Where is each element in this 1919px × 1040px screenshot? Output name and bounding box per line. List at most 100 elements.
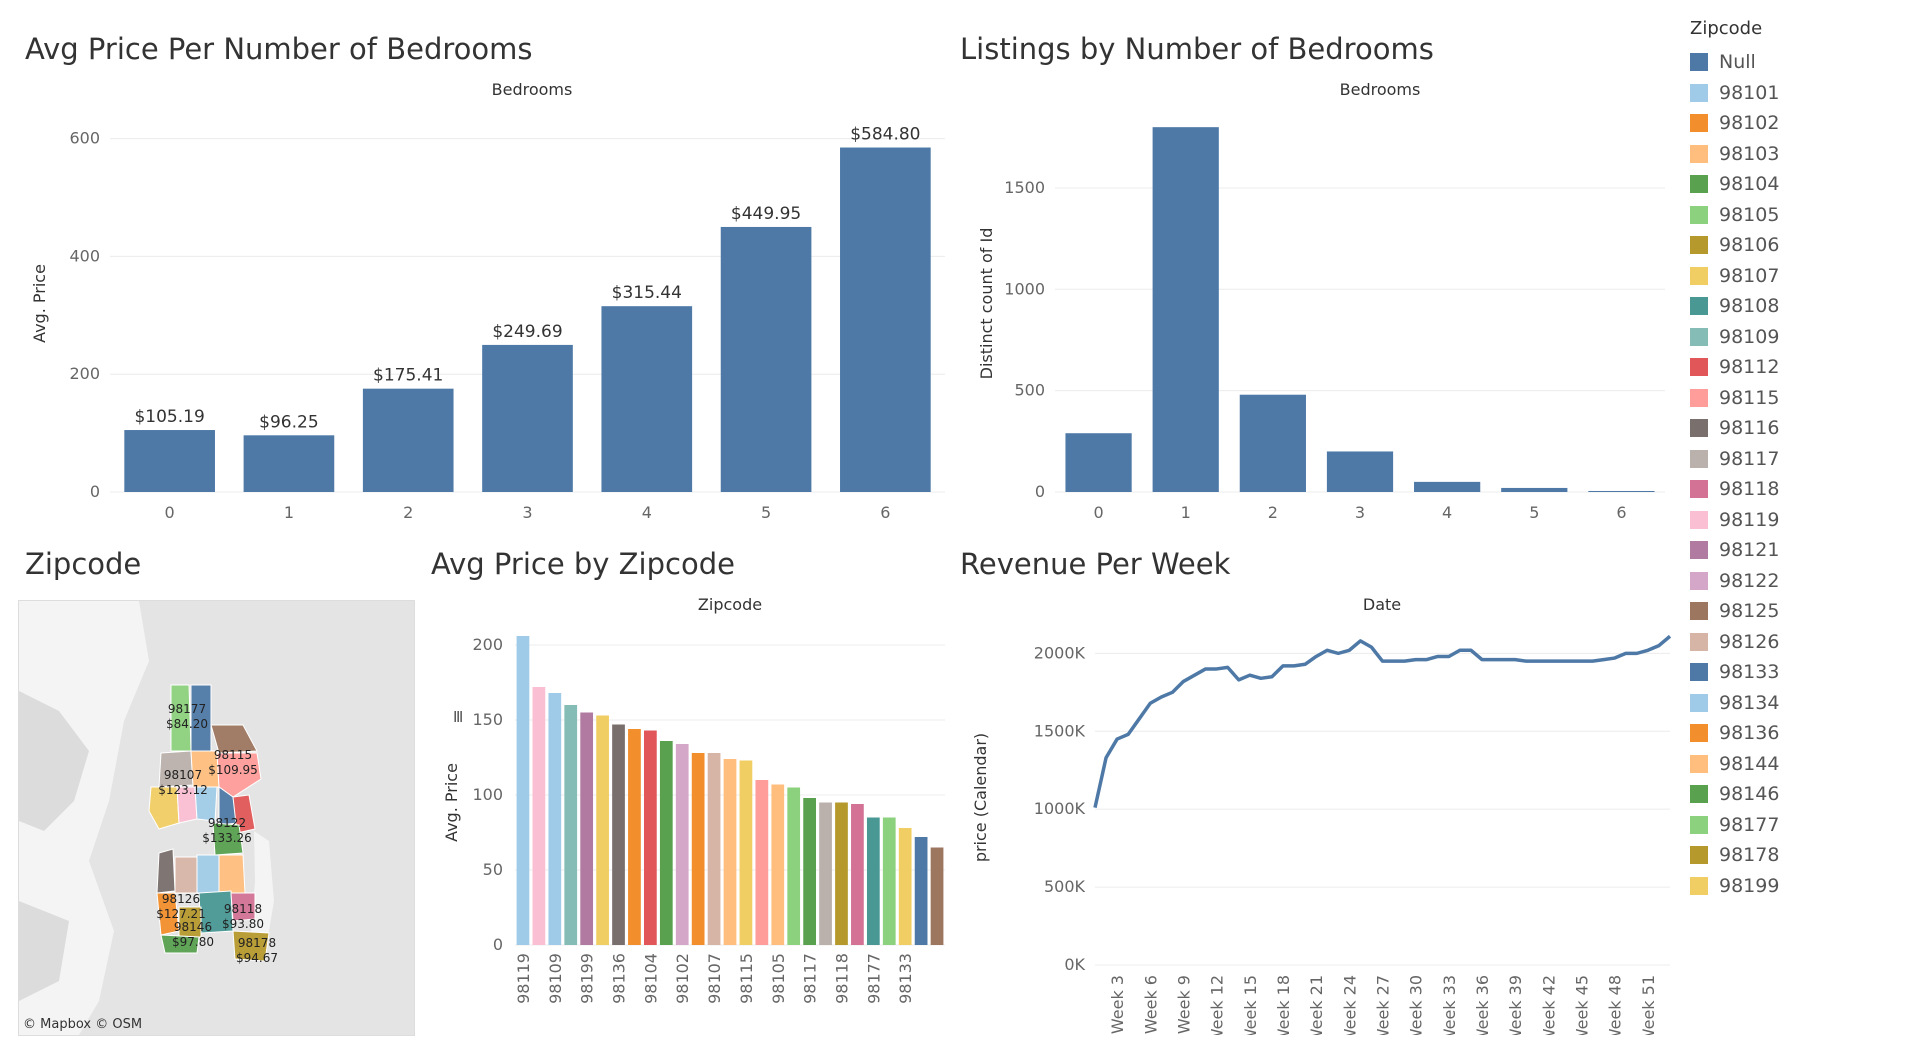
legend-item[interactable]: 98121 xyxy=(1690,535,1910,566)
y-tick-label: 0 xyxy=(493,935,503,954)
y-tick-label: 150 xyxy=(472,710,503,729)
legend-item[interactable]: 98101 xyxy=(1690,78,1910,109)
zipcode-region[interactable] xyxy=(157,849,175,893)
legend-item[interactable]: 98116 xyxy=(1690,413,1910,444)
bar[interactable] xyxy=(883,818,896,946)
bar[interactable] xyxy=(548,693,561,945)
legend-item[interactable]: 98102 xyxy=(1690,108,1910,139)
legend-item[interactable]: Null xyxy=(1690,47,1910,78)
legend-item[interactable]: 98125 xyxy=(1690,596,1910,627)
legend-item[interactable]: 98104 xyxy=(1690,169,1910,200)
chart-avg-price-by-bedrooms[interactable]: Bedrooms 0 200 400 600 Avg. Price 0 $105.19 1 $96… xyxy=(0,80,950,540)
bar[interactable] xyxy=(1065,433,1131,492)
bar[interactable] xyxy=(124,430,215,492)
x-tick-label: 98104 xyxy=(641,953,660,1004)
x-tick-label: 3 xyxy=(522,503,532,522)
bar[interactable] xyxy=(363,389,454,492)
title-listings-bedrooms: Listings by Number of Bedrooms xyxy=(960,32,1434,66)
legend-swatch xyxy=(1690,816,1708,834)
legend-item[interactable]: 98107 xyxy=(1690,261,1910,292)
bar[interactable] xyxy=(644,731,657,946)
legend-label: 98115 xyxy=(1719,387,1779,409)
bar[interactable] xyxy=(819,803,832,946)
bar[interactable] xyxy=(676,744,689,945)
bar[interactable] xyxy=(1327,451,1393,492)
bar[interactable] xyxy=(803,798,816,945)
zipcode-region[interactable] xyxy=(197,855,219,893)
legend-item[interactable]: 98199 xyxy=(1690,871,1910,902)
legend-item[interactable]: 98118 xyxy=(1690,474,1910,505)
bar[interactable] xyxy=(1588,491,1654,492)
y-axis-label: Avg. Price xyxy=(442,763,461,842)
bar[interactable] xyxy=(601,306,692,492)
legend-item[interactable]: 98105 xyxy=(1690,200,1910,231)
bar[interactable] xyxy=(708,753,721,945)
legend-item[interactable]: 98112 xyxy=(1690,352,1910,383)
legend-item[interactable]: 98108 xyxy=(1690,291,1910,322)
bar[interactable] xyxy=(692,753,705,945)
bar[interactable] xyxy=(596,716,609,946)
chart-listings-by-bedrooms[interactable]: Bedrooms 0 500 1000 1500 Distinct count of Id… xyxy=(950,80,1670,540)
legend-item[interactable]: 98126 xyxy=(1690,627,1910,658)
bar[interactable] xyxy=(564,705,577,945)
bar[interactable] xyxy=(517,636,530,945)
legend-item[interactable]: 98106 xyxy=(1690,230,1910,261)
x-tick-label: Week 18 xyxy=(1274,975,1293,1035)
bar[interactable] xyxy=(851,804,864,945)
bar[interactable] xyxy=(755,780,768,945)
series-line[interactable] xyxy=(1095,636,1670,807)
bar[interactable] xyxy=(931,848,944,946)
legend-item[interactable]: 98117 xyxy=(1690,444,1910,475)
bar[interactable] xyxy=(771,785,784,946)
x-tick-label: 98136 xyxy=(610,953,629,1004)
bar[interactable] xyxy=(533,687,546,945)
bar[interactable] xyxy=(835,803,848,946)
legend-item[interactable]: 98136 xyxy=(1690,718,1910,749)
legend-item[interactable]: 98115 xyxy=(1690,383,1910,414)
legend-swatch xyxy=(1690,114,1708,132)
legend-item[interactable]: 98177 xyxy=(1690,810,1910,841)
bar[interactable] xyxy=(1501,488,1567,492)
x-tick-label: Week 30 xyxy=(1407,975,1426,1035)
y-tick-label: 1000 xyxy=(1004,279,1045,298)
legend-item[interactable]: 98109 xyxy=(1690,322,1910,353)
legend-item[interactable]: 98119 xyxy=(1690,505,1910,536)
legend-item[interactable]: 98144 xyxy=(1690,749,1910,780)
zipcode-region[interactable] xyxy=(219,855,245,893)
bar[interactable] xyxy=(787,788,800,946)
legend-item[interactable]: 98146 xyxy=(1690,779,1910,810)
bar[interactable] xyxy=(915,837,928,945)
bar[interactable] xyxy=(612,725,625,946)
bar[interactable] xyxy=(1153,127,1219,492)
bar[interactable] xyxy=(628,729,641,945)
bar[interactable] xyxy=(660,741,673,945)
bar[interactable] xyxy=(1414,482,1480,492)
bar[interactable] xyxy=(724,759,737,945)
chart-revenue-per-week[interactable]: Date 0K 500K 1000K 1500K 2000K price (Calendar… xyxy=(950,595,1680,1035)
legend-item[interactable]: 98134 xyxy=(1690,688,1910,719)
legend-label: 98107 xyxy=(1719,265,1779,287)
x-tick-label: 2 xyxy=(403,503,413,522)
chart-avg-price-by-zipcode[interactable]: Zipcode 0 50 100 150 200 Avg. Price Ⅲ 98119 98109… xyxy=(425,595,965,1015)
x-tick-label: 98107 xyxy=(705,953,724,1004)
bar[interactable] xyxy=(244,435,335,492)
zipcode-map[interactable]: 98177 $84.20 98115 $109.95 98107 $123.12 98122… xyxy=(18,600,415,1036)
bar[interactable] xyxy=(482,345,573,492)
zipcode-region[interactable] xyxy=(175,857,197,893)
bar[interactable] xyxy=(740,761,753,946)
y-tick-label: 1500K xyxy=(1034,721,1086,740)
bar[interactable] xyxy=(899,828,912,945)
legend-label: 98144 xyxy=(1719,753,1779,775)
legend-item[interactable]: 98133 xyxy=(1690,657,1910,688)
x-tick-label: Week 42 xyxy=(1539,975,1558,1035)
legend-item[interactable]: 98122 xyxy=(1690,566,1910,597)
bar[interactable] xyxy=(580,713,593,946)
legend-item[interactable]: 98103 xyxy=(1690,139,1910,170)
bar[interactable] xyxy=(721,227,812,492)
bar[interactable] xyxy=(867,818,880,946)
legend-swatch xyxy=(1690,877,1708,895)
bar[interactable] xyxy=(840,148,931,492)
legend-item[interactable]: 98178 xyxy=(1690,840,1910,871)
y-tick-label: 1500 xyxy=(1004,178,1045,197)
bar[interactable] xyxy=(1240,395,1306,492)
